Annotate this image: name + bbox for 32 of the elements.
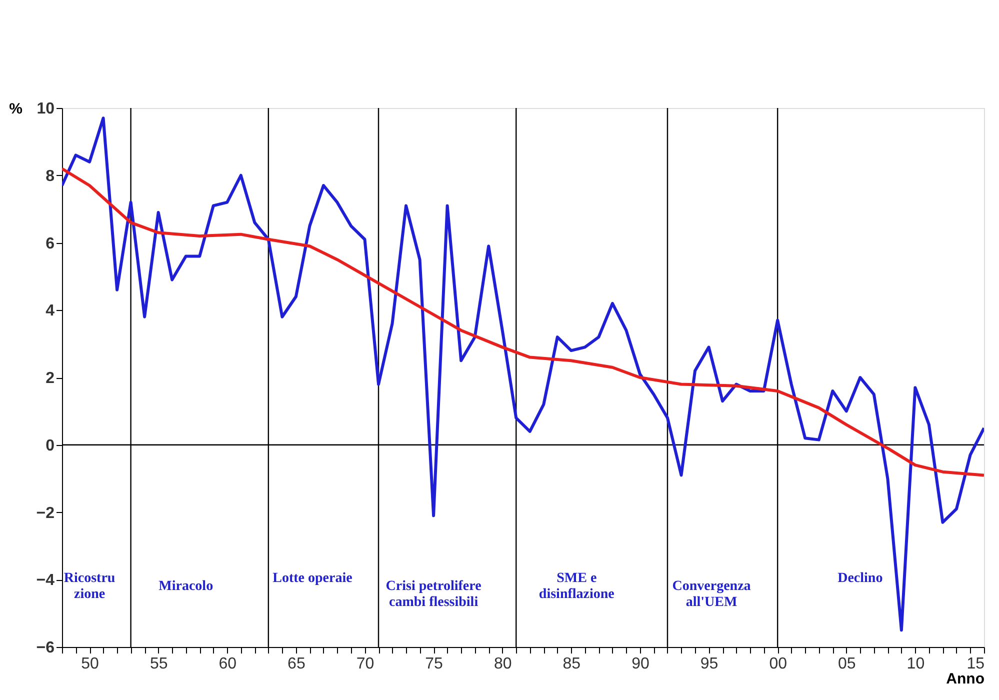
x-tick-label: 15 <box>966 656 985 672</box>
y-tick-label: 10 <box>36 100 55 118</box>
x-tick-label: 55 <box>150 656 168 672</box>
x-tick-label: 90 <box>632 656 650 672</box>
annotation: SME e disinflazione <box>538 571 614 602</box>
y-tick-label: 6 <box>46 235 55 252</box>
x-tick-label: 50 <box>81 656 100 672</box>
y-tick-label: 2 <box>46 370 55 387</box>
x-tick-label: 00 <box>769 656 788 672</box>
y-tick-label: 8 <box>46 168 55 185</box>
annotation: Ricostru zione <box>64 571 116 602</box>
x-tick-label: 70 <box>356 656 374 672</box>
y-tick-label: −6 <box>36 640 55 656</box>
y-tick-label: −4 <box>36 572 55 590</box>
y-axis-title: % <box>9 100 22 118</box>
x-tick-label: 05 <box>838 656 856 672</box>
x-tick-label: 85 <box>562 656 581 672</box>
annotation: Crisi petrolifere cambi flessibili <box>386 579 482 610</box>
x-tick-label: 95 <box>700 656 718 672</box>
x-tick-label: 80 <box>494 656 512 672</box>
annotation: Convergenza all'UEM <box>672 579 751 610</box>
x-tick-label: 75 <box>425 656 444 672</box>
y-tick-label: 4 <box>46 302 55 320</box>
annotation: Lotte operaie <box>272 571 352 586</box>
annotation: Miracolo <box>158 579 214 594</box>
x-tick-label: 10 <box>906 656 925 672</box>
y-tick-label: −2 <box>36 504 55 522</box>
annotation: Declino <box>838 571 883 586</box>
x-axis-title: Anno <box>946 670 984 688</box>
y-tick-label: 0 <box>46 437 55 454</box>
x-tick-label: 65 <box>288 656 306 672</box>
x-tick-label: 60 <box>218 656 237 672</box>
